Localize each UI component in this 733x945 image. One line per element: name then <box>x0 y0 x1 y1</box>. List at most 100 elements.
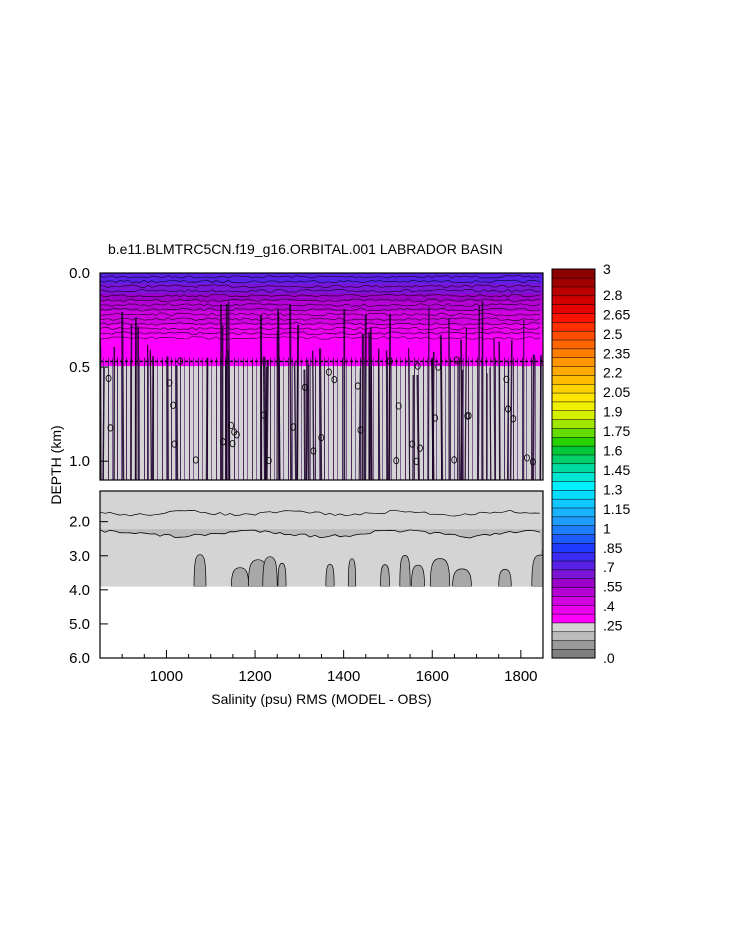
streak-line <box>121 311 125 480</box>
colorbar: 3 2.8 2.65 2.5 2.35 2.2 2.05 1.9 1.75 1.6 1.45 1.3 1… <box>551 261 630 666</box>
contour-loop <box>357 426 364 434</box>
colorbar-frame <box>551 268 596 659</box>
colorbar-swatch <box>551 401 596 412</box>
contour-loop <box>220 438 226 446</box>
y-tick-label: 2.0 <box>69 514 90 531</box>
contour-loop <box>290 423 297 431</box>
contour-loop <box>464 412 471 420</box>
colorbar-label: 2.2 <box>603 365 623 381</box>
colorbar-swatch <box>551 613 596 624</box>
y-tick-label: 5.0 <box>69 616 90 633</box>
colorbar-swatch <box>551 304 596 314</box>
low-value-blob <box>325 563 335 587</box>
colorbar-swatch <box>551 295 596 305</box>
streak-line <box>369 327 373 480</box>
field-band <box>100 317 543 322</box>
streak-line <box>151 356 155 480</box>
field-band <box>100 300 543 305</box>
colorbar-swatch <box>551 410 596 420</box>
colorbar-swatch <box>551 445 596 456</box>
contour-loop <box>524 454 530 462</box>
colorbar-swatch <box>551 286 596 297</box>
low-value-blob <box>262 556 278 587</box>
field-band <box>100 352 543 357</box>
streak-line <box>225 364 228 480</box>
field-band <box>100 524 543 528</box>
y-tick-label: 3.0 <box>69 548 90 565</box>
colorbar-swatch <box>551 383 596 394</box>
streak-line <box>175 364 179 480</box>
field-band <box>100 505 543 509</box>
contour-loop <box>170 401 177 409</box>
low-value-blob <box>411 564 425 587</box>
field-band <box>100 529 543 533</box>
streak-line <box>205 358 209 480</box>
field-band <box>100 279 543 284</box>
field-band <box>100 526 543 530</box>
x-tick-label: 1600 <box>416 668 449 685</box>
colorbar-label: .55 <box>603 579 623 595</box>
streak-line <box>539 355 542 480</box>
colorbar-swatch <box>551 569 596 579</box>
streak-line <box>407 348 411 480</box>
contour-loop <box>354 382 361 390</box>
colorbar-swatch <box>551 533 596 544</box>
colorbar-label: 1 <box>603 520 611 536</box>
field-band <box>100 321 543 326</box>
colorbar-swatch <box>551 339 596 350</box>
field-band <box>100 531 543 535</box>
contour-line <box>100 279 541 284</box>
contour-loop <box>265 456 272 465</box>
field-band <box>100 498 543 502</box>
streak-line <box>227 350 230 480</box>
contour-loop <box>453 356 460 364</box>
lower-panel-field <box>100 491 543 658</box>
streak-line <box>149 349 153 480</box>
field-band <box>100 502 543 506</box>
field-band <box>100 335 543 340</box>
contour-line <box>100 289 540 293</box>
low-value-blob <box>498 568 512 587</box>
contour-loop <box>432 414 438 422</box>
contour-line <box>100 529 541 539</box>
colorbar-swatch <box>551 454 596 465</box>
contour-loop <box>301 383 308 391</box>
y-tick-label: 6.0 <box>69 650 90 667</box>
chart-title: b.e11.BLMTRC5CN.f19_g16.ORBITAL.001 LABR… <box>108 241 503 257</box>
contour-line <box>100 312 541 317</box>
colorbar-swatch <box>551 436 596 447</box>
colorbar-swatch <box>551 516 596 526</box>
colorbar-swatch <box>551 480 596 491</box>
colorbar-label: 1.3 <box>603 481 623 497</box>
streak-line <box>296 325 300 480</box>
colorbar-label: 2.5 <box>603 326 623 342</box>
axes: 0.0 0.5 1.0 2.0 3.0 4.0 5.0 6.0 1000 1200 1400 1600… <box>69 265 544 685</box>
colorbar-swatch <box>551 587 596 597</box>
contour-line <box>100 317 541 321</box>
field-band <box>100 493 543 497</box>
contour-line <box>100 284 541 288</box>
streak-line <box>318 348 323 480</box>
colorbar-swatch <box>551 312 596 323</box>
x-axis-label: Salinity (psu) RMS (MODEL - OBS) <box>211 691 432 707</box>
field-band <box>100 495 543 499</box>
field-band <box>100 328 543 333</box>
streak-line <box>459 369 464 480</box>
low-value-blob <box>531 554 543 587</box>
colorbar-swatch <box>551 560 596 571</box>
colorbar-label: 3 <box>603 261 611 277</box>
streak-line <box>506 361 510 480</box>
contour-loop <box>318 433 325 442</box>
streak-line <box>277 312 281 480</box>
field-band <box>100 297 543 302</box>
x-tick-label: 1800 <box>504 668 537 685</box>
field-band <box>100 512 543 516</box>
streak-line <box>388 359 391 480</box>
colorbar-label: 2.35 <box>603 345 630 361</box>
contour-loop <box>166 379 173 387</box>
colorbar-swatch <box>551 419 596 429</box>
contour-line <box>100 298 541 303</box>
low-value-blob <box>429 558 451 587</box>
streak-line <box>228 301 231 480</box>
no-data-region <box>100 586 543 658</box>
